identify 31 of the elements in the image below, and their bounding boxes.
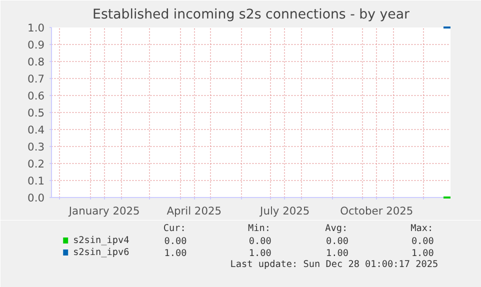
y-tick-label: 0.6 [28, 90, 45, 102]
y-tick-label: 0.2 [28, 158, 45, 170]
y-tick-label: 0.3 [28, 140, 45, 154]
text: 0.00 [411, 236, 434, 247]
text: 1.00 [164, 248, 188, 259]
y-tick-label: 0.7 [28, 72, 45, 86]
text: Avg: [325, 223, 348, 234]
y-tick-label: 0.5 [28, 106, 45, 120]
text: 1.00 [411, 248, 434, 259]
y-tick-label: 0.0 [28, 192, 45, 204]
y-tick-label: 1.0 [28, 22, 45, 34]
x-tick-label: April 2025 [166, 204, 222, 218]
y-tick-label: 0.1 [28, 174, 45, 188]
text: Cur: [163, 223, 186, 234]
text: 0.00 [326, 236, 349, 247]
text: 1.00 [326, 248, 349, 259]
legend-label: s2sin_ipv4 [73, 235, 130, 246]
text: 1.00 [248, 248, 272, 259]
text: 0.00 [164, 236, 188, 247]
y-tick-label: 0.8 [28, 56, 45, 68]
x-tick-label: October 2025 [340, 204, 414, 218]
text: Last update: Sun Dec 28 01:00:17 2025 [230, 259, 438, 270]
y-tick-label: 0.9 [28, 38, 45, 52]
x-tick-label: January 2025 [68, 204, 140, 218]
x-tick-label: July 2025 [259, 204, 310, 218]
legend-label: s2sin_ipv6 [73, 247, 130, 258]
text: 0.00 [248, 236, 272, 247]
y-tick-label: 0.4 [28, 124, 45, 136]
text: Max: [410, 223, 434, 234]
chart-title: Established incoming s2s connections - by year [92, 8, 410, 22]
text: Min: [248, 223, 270, 234]
